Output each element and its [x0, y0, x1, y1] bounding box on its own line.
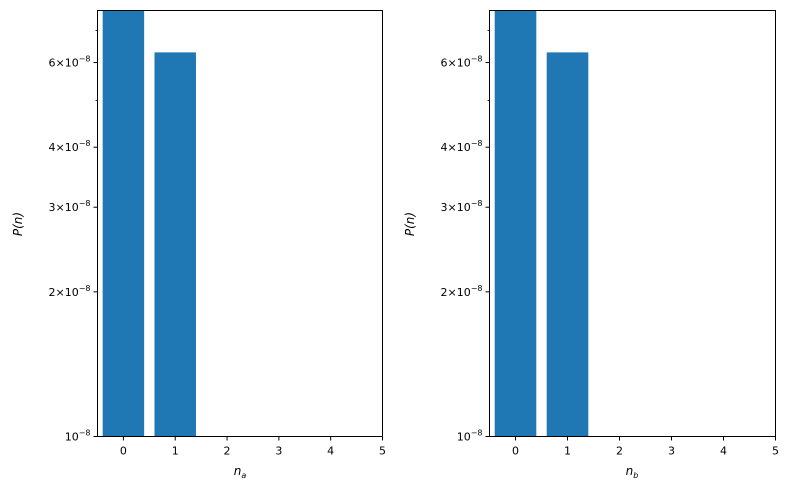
left-y-tick-label: 4×10−8 — [48, 139, 90, 154]
left-x-tick-label: 5 — [379, 445, 386, 458]
right-y-tick-label: 3×10−8 — [440, 199, 482, 214]
left-x-axis-label: na — [234, 464, 247, 480]
right-y-tick-label: 2×10−8 — [440, 284, 482, 299]
left-x-tick-label: 4 — [327, 445, 334, 458]
left-x-tick-label: 0 — [120, 445, 127, 458]
left-y-tick-label: 2×10−8 — [48, 284, 90, 299]
left-x-tick-label: 1 — [172, 445, 179, 458]
left-bars — [102, 10, 196, 437]
right-x-ticks: 0 1 2 3 4 5 — [512, 436, 779, 458]
right-x-axis-label: nb — [626, 464, 639, 480]
left-bar-1 — [154, 52, 196, 437]
right-y-axis-label: P(n) — [403, 212, 417, 236]
left-x-tick-label: 3 — [275, 445, 282, 458]
right-y-tick-label: 6×10−8 — [440, 55, 482, 70]
left-y-tick-label: 10−8 — [65, 429, 91, 444]
right-bar-0 — [494, 10, 537, 437]
right-y-tick-label: 10−8 — [457, 429, 483, 444]
right-y-ticks: 10−8 2×10−8 3×10−8 4×10−8 6×10−8 — [440, 29, 490, 444]
right-x-tick-label: 5 — [772, 445, 779, 458]
left-y-tick-label: 3×10−8 — [48, 199, 90, 214]
left-chart-panel: 10−8 2×10−8 3×10−8 4×10−8 6×10−8 0 1 2 3 4 5 na P… — [11, 10, 386, 480]
left-bar-0 — [102, 10, 145, 437]
right-x-tick-label: 3 — [668, 445, 675, 458]
right-x-tick-label: 2 — [616, 445, 623, 458]
right-chart-panel: 10−8 2×10−8 3×10−8 4×10−8 6×10−8 0 1 2 3 4 5 nb P… — [403, 10, 779, 480]
right-y-tick-label: 4×10−8 — [440, 139, 482, 154]
left-x-tick-label: 2 — [224, 445, 231, 458]
right-x-tick-label: 0 — [512, 445, 519, 458]
left-y-ticks: 10−8 2×10−8 3×10−8 4×10−8 6×10−8 — [48, 29, 98, 444]
right-bars — [494, 10, 589, 437]
right-bar-1 — [546, 52, 589, 437]
left-y-axis-label: P(n) — [11, 212, 25, 236]
left-x-ticks: 0 1 2 3 4 5 — [120, 436, 386, 458]
right-x-tick-label: 1 — [564, 445, 571, 458]
right-x-tick-label: 4 — [720, 445, 727, 458]
left-plot-frame — [97, 10, 383, 437]
right-plot-frame — [489, 10, 776, 437]
left-y-tick-label: 6×10−8 — [48, 55, 90, 70]
